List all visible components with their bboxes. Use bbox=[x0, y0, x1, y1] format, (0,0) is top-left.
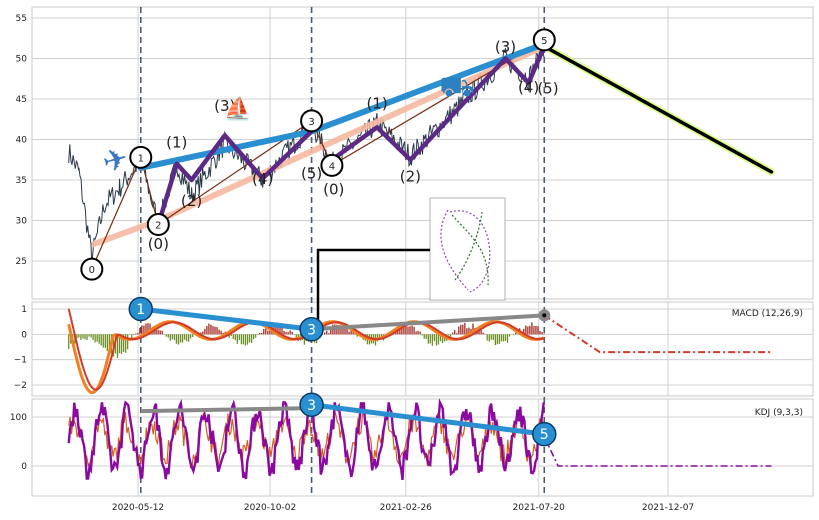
macd-frame bbox=[31, 301, 814, 397]
price-y-tick-label: 50 bbox=[16, 55, 28, 65]
wave-count-circle bbox=[80, 257, 104, 281]
price-y-tick-label: 45 bbox=[16, 95, 27, 105]
price-y-tick-label: 25 bbox=[16, 257, 27, 267]
price-y-tick-label: 55 bbox=[16, 14, 27, 24]
kdj-divergence-line bbox=[140, 406, 312, 414]
wave-count-marker: 3 bbox=[300, 109, 324, 133]
macd-y-tick-label: −2 bbox=[14, 381, 27, 391]
wave-path bbox=[91, 39, 545, 270]
wave-count-marker: 5 bbox=[532, 28, 556, 52]
sub-wave-label: (3) bbox=[495, 38, 516, 56]
macd-marker-circle bbox=[299, 317, 324, 342]
sub-wave-label: (2) bbox=[181, 192, 202, 210]
sub-wave-zigzag bbox=[156, 129, 314, 226]
wave-count-circle bbox=[320, 153, 344, 177]
wave-count-marker: 1 bbox=[129, 145, 153, 169]
wave-count-label: 5 bbox=[541, 36, 547, 47]
wave-count-marker: 0 bbox=[80, 257, 104, 281]
event-date-lines bbox=[139, 7, 546, 496]
macd-marker-label: 3 bbox=[307, 322, 316, 338]
macd-projection bbox=[543, 313, 772, 354]
macd-y-tick-label: −1 bbox=[14, 356, 27, 366]
wave-count-circle bbox=[129, 145, 153, 169]
sub-wave-label: (4) bbox=[518, 79, 539, 97]
x-tick-label: 2021-12-07 bbox=[642, 503, 694, 513]
kdj-marker-label: 5 bbox=[540, 427, 549, 443]
sub-wave-label: (0) bbox=[148, 235, 169, 253]
sub-wave-label: (1) bbox=[367, 95, 388, 113]
car-icon: ⛟ bbox=[439, 70, 474, 103]
wave-count-marker: 4 bbox=[320, 153, 344, 177]
kdj-projection bbox=[543, 436, 772, 467]
sub-wave-label: (1) bbox=[166, 134, 187, 152]
macd-divergence-line bbox=[311, 313, 545, 332]
inset-thumbnail bbox=[429, 197, 506, 301]
wave-count-marker: 2 bbox=[146, 213, 170, 237]
price-y-tick-label: 30 bbox=[16, 217, 28, 227]
wave-count-label: 1 bbox=[138, 153, 144, 164]
kdj-y-tick-label: 0 bbox=[21, 462, 27, 472]
x-tick-label: 2020-10-02 bbox=[244, 503, 296, 513]
sub-wave-label: (3) bbox=[214, 97, 235, 115]
kdj-wave-marker: 3 bbox=[299, 392, 324, 417]
x-axis: 2020-05-12 2020-10-02 2021-02-26 2021-07-20… bbox=[112, 503, 694, 513]
macd-wave-marker: 1 bbox=[128, 296, 154, 322]
macd-panel: 13 bbox=[67, 296, 772, 395]
macd-marker-circle bbox=[128, 296, 154, 322]
kdj-y-tick-label: 100 bbox=[10, 413, 27, 423]
macd-y-tick-label: 1 bbox=[21, 305, 27, 315]
sub-wave-label: (5) bbox=[537, 79, 558, 97]
kdj-legend: KDJ (9,3,3) bbox=[755, 408, 803, 418]
wave-count-label: 0 bbox=[89, 265, 95, 276]
kdj-wave-marker: 5 bbox=[532, 421, 557, 447]
macd-trend-line bbox=[140, 306, 312, 332]
inset-curve bbox=[451, 211, 489, 286]
scooter-icon: ⛵ bbox=[224, 96, 251, 122]
wave-count-label: 2 bbox=[155, 221, 161, 232]
inset-connector bbox=[316, 248, 430, 320]
macd-wave-marker: 3 bbox=[299, 317, 324, 342]
kdj-marker-label: 3 bbox=[307, 398, 316, 414]
price-y-tick-label: 35 bbox=[16, 176, 27, 186]
decorative-icons: ✈⛵⛟ bbox=[99, 70, 475, 181]
kdj-marker-circle bbox=[299, 392, 324, 417]
macd-marker-label: 1 bbox=[136, 302, 145, 318]
price-y-tick-label: 40 bbox=[16, 136, 28, 146]
wave-count-label: 3 bbox=[308, 117, 314, 128]
macd-legend: MACD (12,26,9) bbox=[732, 309, 803, 319]
macd-y-tick-label: 0 bbox=[21, 330, 27, 340]
sub-wave-label: (4) bbox=[252, 170, 273, 188]
inset-curve bbox=[440, 209, 491, 293]
x-tick-label: 2020-05-12 bbox=[112, 503, 164, 513]
kdj-panel: 35 bbox=[67, 392, 772, 481]
kdj-marker-circle bbox=[532, 421, 557, 447]
sub-wave-zigzag bbox=[330, 45, 547, 163]
kdj-j-line bbox=[67, 398, 545, 481]
sub-wave-label: (2) bbox=[400, 168, 421, 186]
x-tick-label: 2021-07-20 bbox=[513, 503, 566, 513]
wave-count-circle bbox=[300, 109, 324, 133]
wave-count-label: 4 bbox=[329, 161, 335, 172]
kdj-trend-line bbox=[311, 402, 545, 437]
wave-count-circle bbox=[532, 28, 556, 52]
sub-wave-label: (5) bbox=[301, 164, 322, 182]
wave-count-circle bbox=[146, 213, 170, 237]
projection-line bbox=[542, 44, 774, 174]
x-tick-label: 2021-02-26 bbox=[380, 503, 433, 513]
sub-wave-label: (0) bbox=[323, 181, 344, 199]
macd-end-dot-center bbox=[542, 313, 547, 318]
